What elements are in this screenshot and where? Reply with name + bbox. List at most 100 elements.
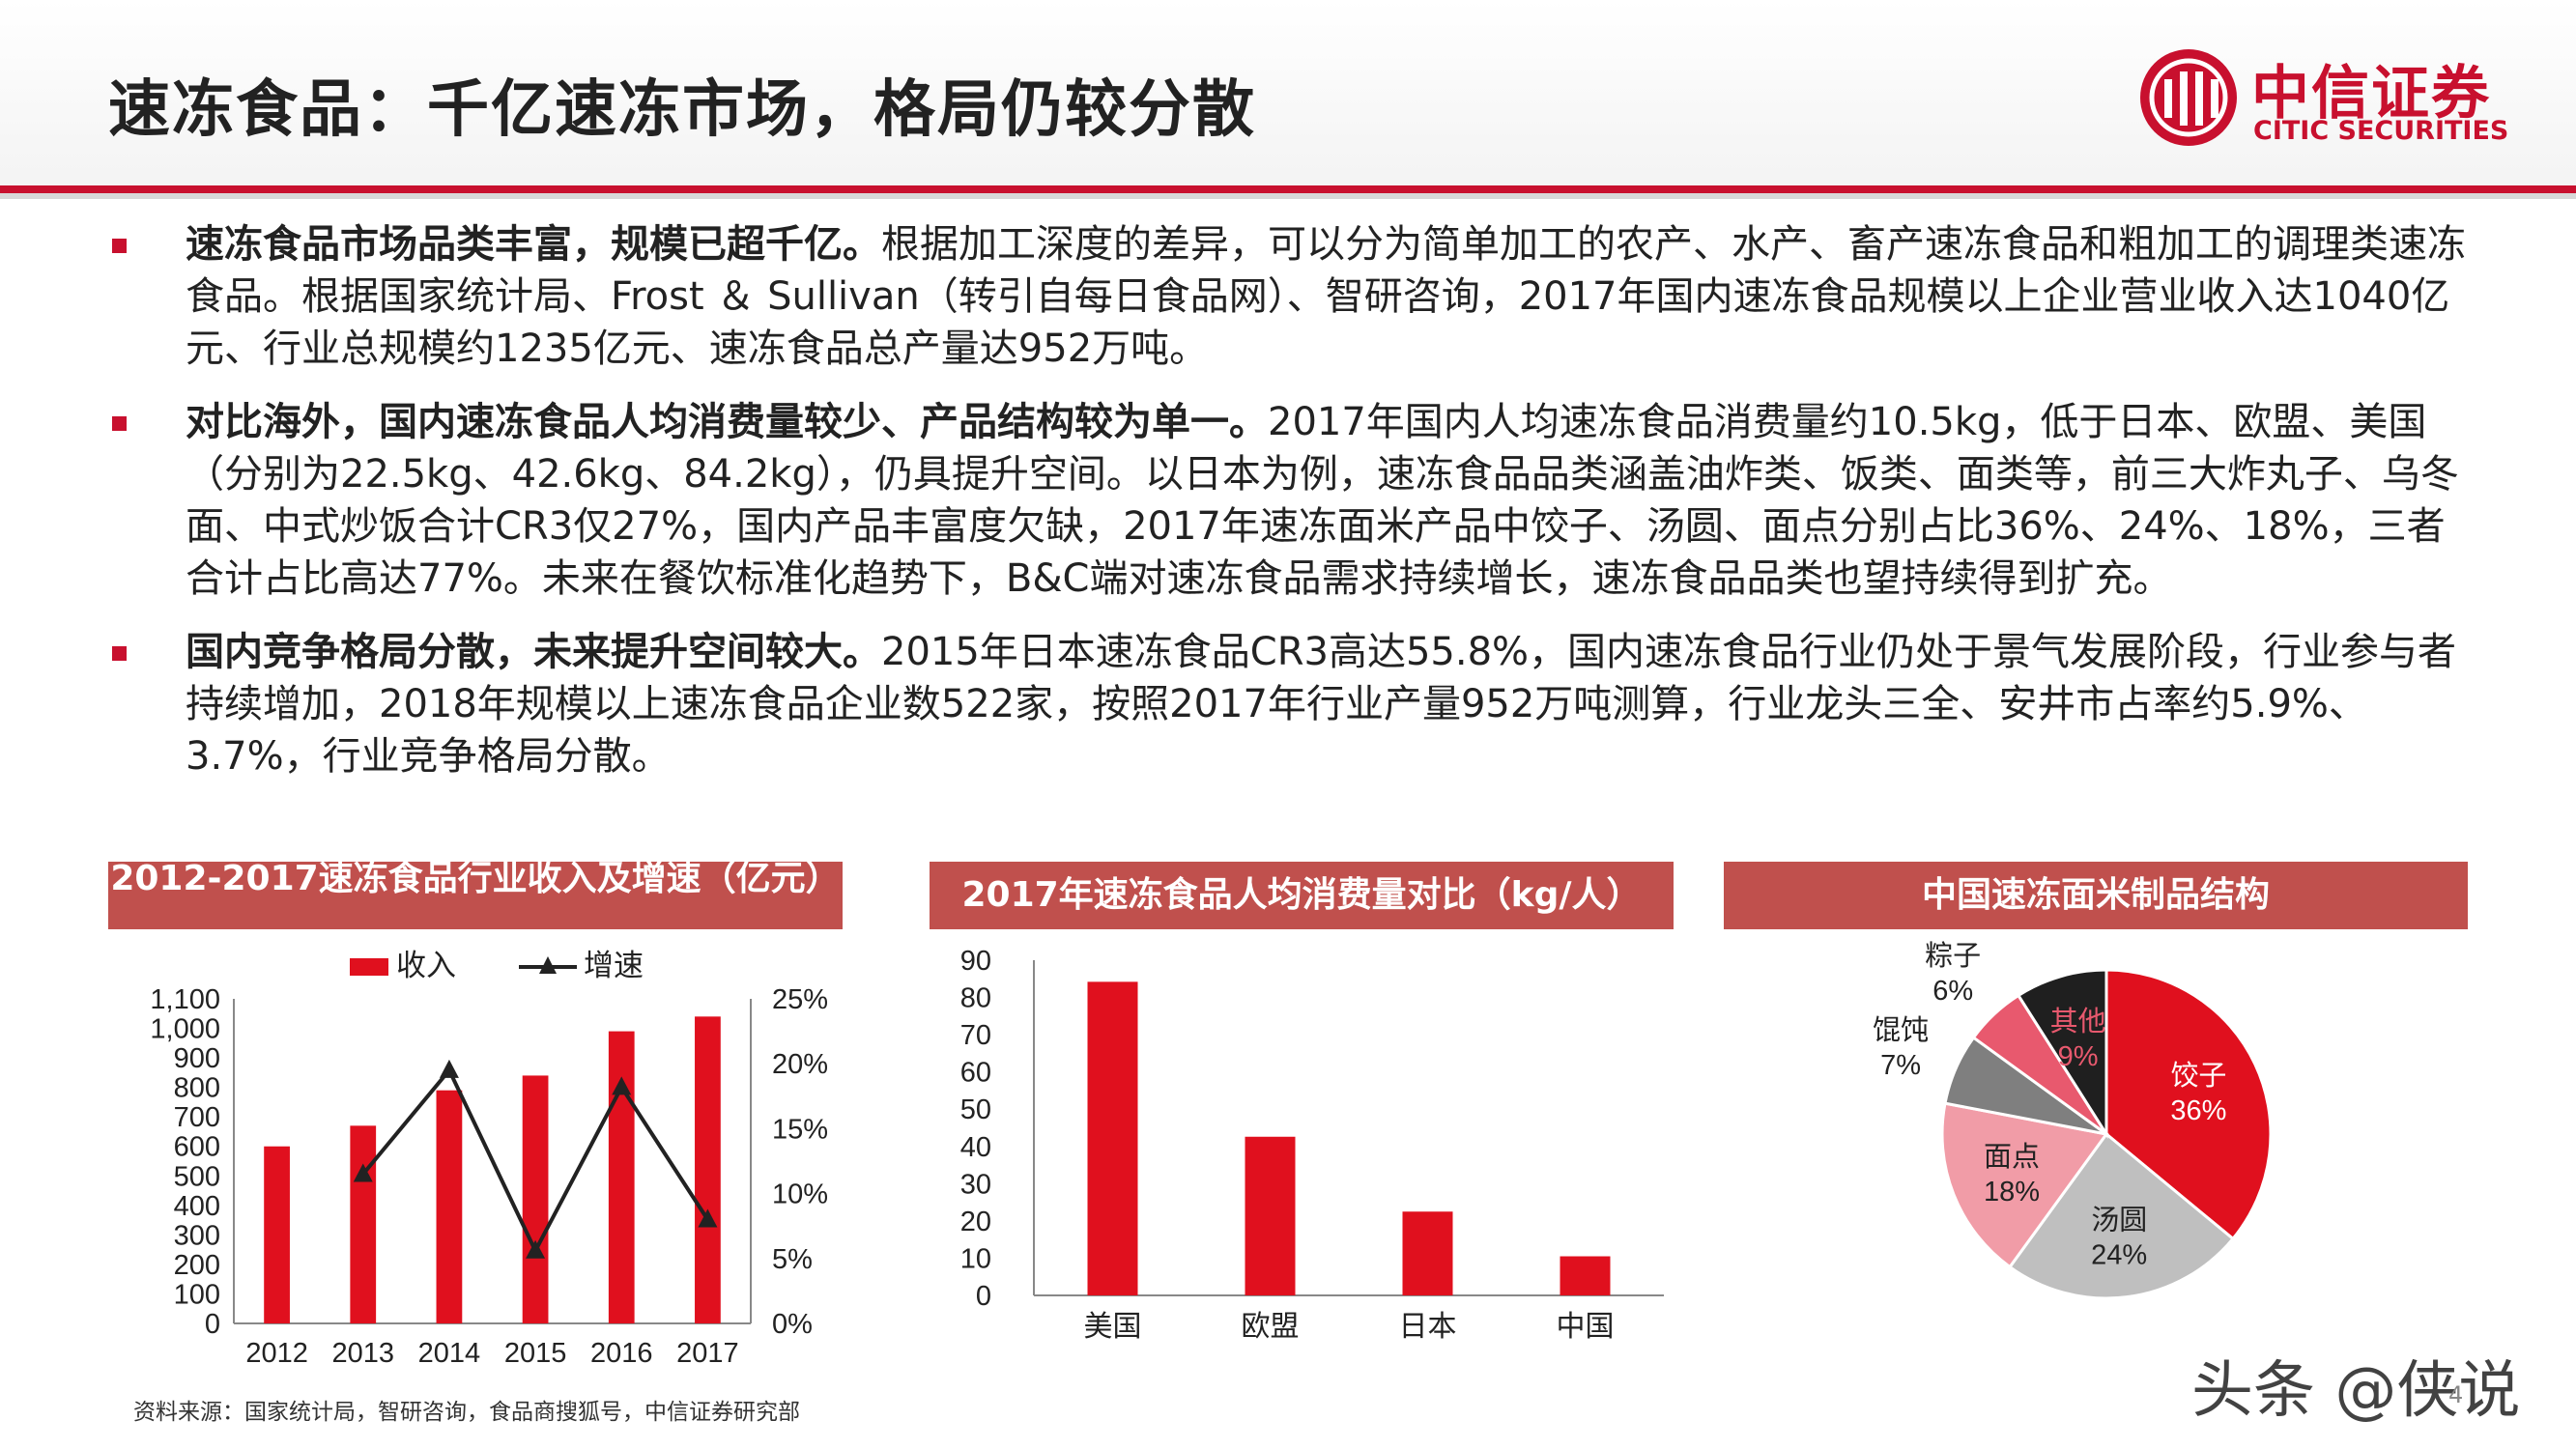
consumption-bar [1087,981,1138,1295]
consumption-bar [1402,1211,1453,1295]
pie-label-name: 饺子 [2170,1060,2226,1092]
header-divider [0,185,2576,193]
x-tick-label: 2016 [590,1338,653,1369]
logo-english-text: CITIC SECURITIES [2253,116,2509,146]
growth-point [439,1059,459,1078]
logo-chinese-text: 中信证券 [2251,60,2491,128]
pie-label-value: 7% [1880,1050,1921,1081]
x-tick-label: 2017 [676,1338,739,1369]
x-tick-label: 美国 [1084,1311,1142,1343]
y-tick-label: 1,000 [150,1014,220,1045]
bullet-body: 根据加工深度的差异，可以分为简单加工的农产、水产、畜产速冻食品和粗加工的调理类速… [186,222,2466,371]
y-tick-label: 0 [976,1281,991,1312]
y2-tick-label: 25% [772,984,828,1015]
pie-slice [2016,968,2108,1140]
header-shadow [0,193,2576,199]
y-tick-label: 900 [174,1043,220,1074]
y-tick-label: 100 [174,1279,220,1310]
bullet-square-icon [112,416,127,431]
citic-emblem-icon [2140,49,2237,146]
pie-label-value: 18% [1984,1177,2040,1208]
pie-label-value: 36% [2170,1095,2226,1126]
bullet-list: 速冻食品市场品类丰富，规模已超千亿。根据加工深度的差异，可以分为简单加工的农产、… [108,218,2466,804]
y-tick-label: 300 [174,1220,220,1251]
bullet-lead: 国内竞争格局分散，未来提升空间较大。 [186,630,881,674]
pie-slice [2104,968,2273,1241]
x-tick-label: 欧盟 [1242,1311,1300,1343]
y-tick-label: 70 [960,1020,991,1051]
growth-point [353,1163,373,1182]
page-number: 4 [2448,1381,2464,1408]
chart-title-consumption: 2017年速冻食品人均消费量对比（kg/人） [930,862,1674,929]
legend-swatch-revenue [350,958,388,976]
y2-tick-label: 0% [772,1309,813,1340]
revenue-bar [522,1075,549,1323]
y-tick-label: 40 [960,1132,991,1163]
pie-label-name: 粽子 [1925,940,1981,972]
pie-label-name: 馄饨 [1873,1014,1929,1046]
y-tick-label: 1,100 [150,984,220,1015]
y2-tick-label: 20% [772,1049,828,1080]
y-tick-label: 800 [174,1073,220,1104]
pie-label-value: 24% [2091,1240,2147,1271]
revenue-bar [350,1125,377,1323]
y-tick-label: 80 [960,983,991,1014]
consumption-bar [1245,1136,1296,1295]
pie-slice [1940,1101,2109,1269]
page-title: 速冻食品：千亿速冻市场，格局仍较分散 [108,74,1256,146]
x-tick-label: 中国 [1557,1311,1615,1343]
per-capita-consumption-chart: 0 10 20 30 40 50 60 70 80 90 美国 欧盟 日本 中国 [960,946,1664,1343]
x-tick-label: 2015 [504,1338,567,1369]
y2-tick-label: 5% [772,1244,813,1275]
bullet-square-icon [112,239,127,253]
pie-label-name: 汤圆 [2091,1206,2147,1236]
y2-tick-label: 10% [772,1179,828,1210]
chart-title-structure: 中国速冻面米制品结构 [1724,862,2468,929]
revenue-bar [695,1016,721,1323]
bullet-lead: 速冻食品市场品类丰富，规模已超千亿。 [186,222,881,267]
y-tick-label: 90 [960,946,991,977]
growth-point [526,1239,546,1259]
revenue-bar [608,1031,635,1323]
bullet-item: 国内竞争格局分散，未来提升空间较大。2015年日本速冻食品CR3高达55.8%，… [108,626,2466,782]
bullet-item: 对比海外，国内速冻食品人均消费量较少、产品结构较为单一。2017年国内人均速冻食… [108,396,2466,605]
legend-swatch-growth-marker [539,956,557,974]
bullet-square-icon [112,646,127,661]
bullet-body: 2017年国内人均速冻食品消费量约10.5kg，低于日本、欧盟、美国（分别为22… [186,400,2459,601]
bullet-item: 速冻食品市场品类丰富，规模已超千亿。根据加工深度的差异，可以分为简单加工的农产、… [108,218,2466,375]
y-tick-label: 50 [960,1094,991,1125]
legend-label-revenue: 收入 [396,949,456,982]
source-note: 资料来源：国家统计局，智研咨询，食品商搜狐号，中信证券研究部 [133,1400,800,1425]
pie-label-value: 6% [1932,976,1973,1007]
y-tick-label: 0 [205,1309,220,1340]
x-tick-label: 2012 [245,1338,308,1369]
y-tick-label: 600 [174,1132,220,1163]
x-tick-label: 2013 [331,1338,394,1369]
growth-point [698,1208,718,1228]
revenue-bar [264,1146,290,1323]
growth-point [612,1076,632,1095]
y-tick-label: 500 [174,1161,220,1192]
revenue-bar [436,1090,463,1323]
y-tick-label: 20 [960,1207,991,1237]
x-tick-label: 日本 [1399,1311,1457,1343]
y-tick-label: 700 [174,1102,220,1133]
bullet-lead: 对比海外，国内速冻食品人均消费量较少、产品结构较为单一。 [186,400,1268,444]
consumption-bar [1560,1256,1611,1295]
y-tick-label: 200 [174,1250,220,1281]
chart-title-revenue: 2012-2017速冻食品行业收入及增速（亿元） [108,862,843,929]
pie-label-name: 面点 [1984,1141,2040,1173]
citic-logo: 中信证券 CITIC SECURITIES [2137,41,2508,156]
y-tick-label: 10 [960,1243,991,1274]
pie-label-value: 9% [2058,1041,2099,1072]
x-tick-label: 2014 [418,1338,481,1369]
y-tick-label: 400 [174,1191,220,1222]
watermark: 头条 @侠说 [2191,1355,2521,1427]
pie-label-name: 其他 [2050,1006,2106,1037]
bullet-body: 2015年日本速冻食品CR3高达55.8%，国内速冻食品行业仍处于景气发展阶段，… [186,630,2457,779]
y-tick-label: 60 [960,1058,991,1089]
legend-label-growth: 增速 [584,949,644,982]
y2-tick-label: 15% [772,1114,828,1145]
